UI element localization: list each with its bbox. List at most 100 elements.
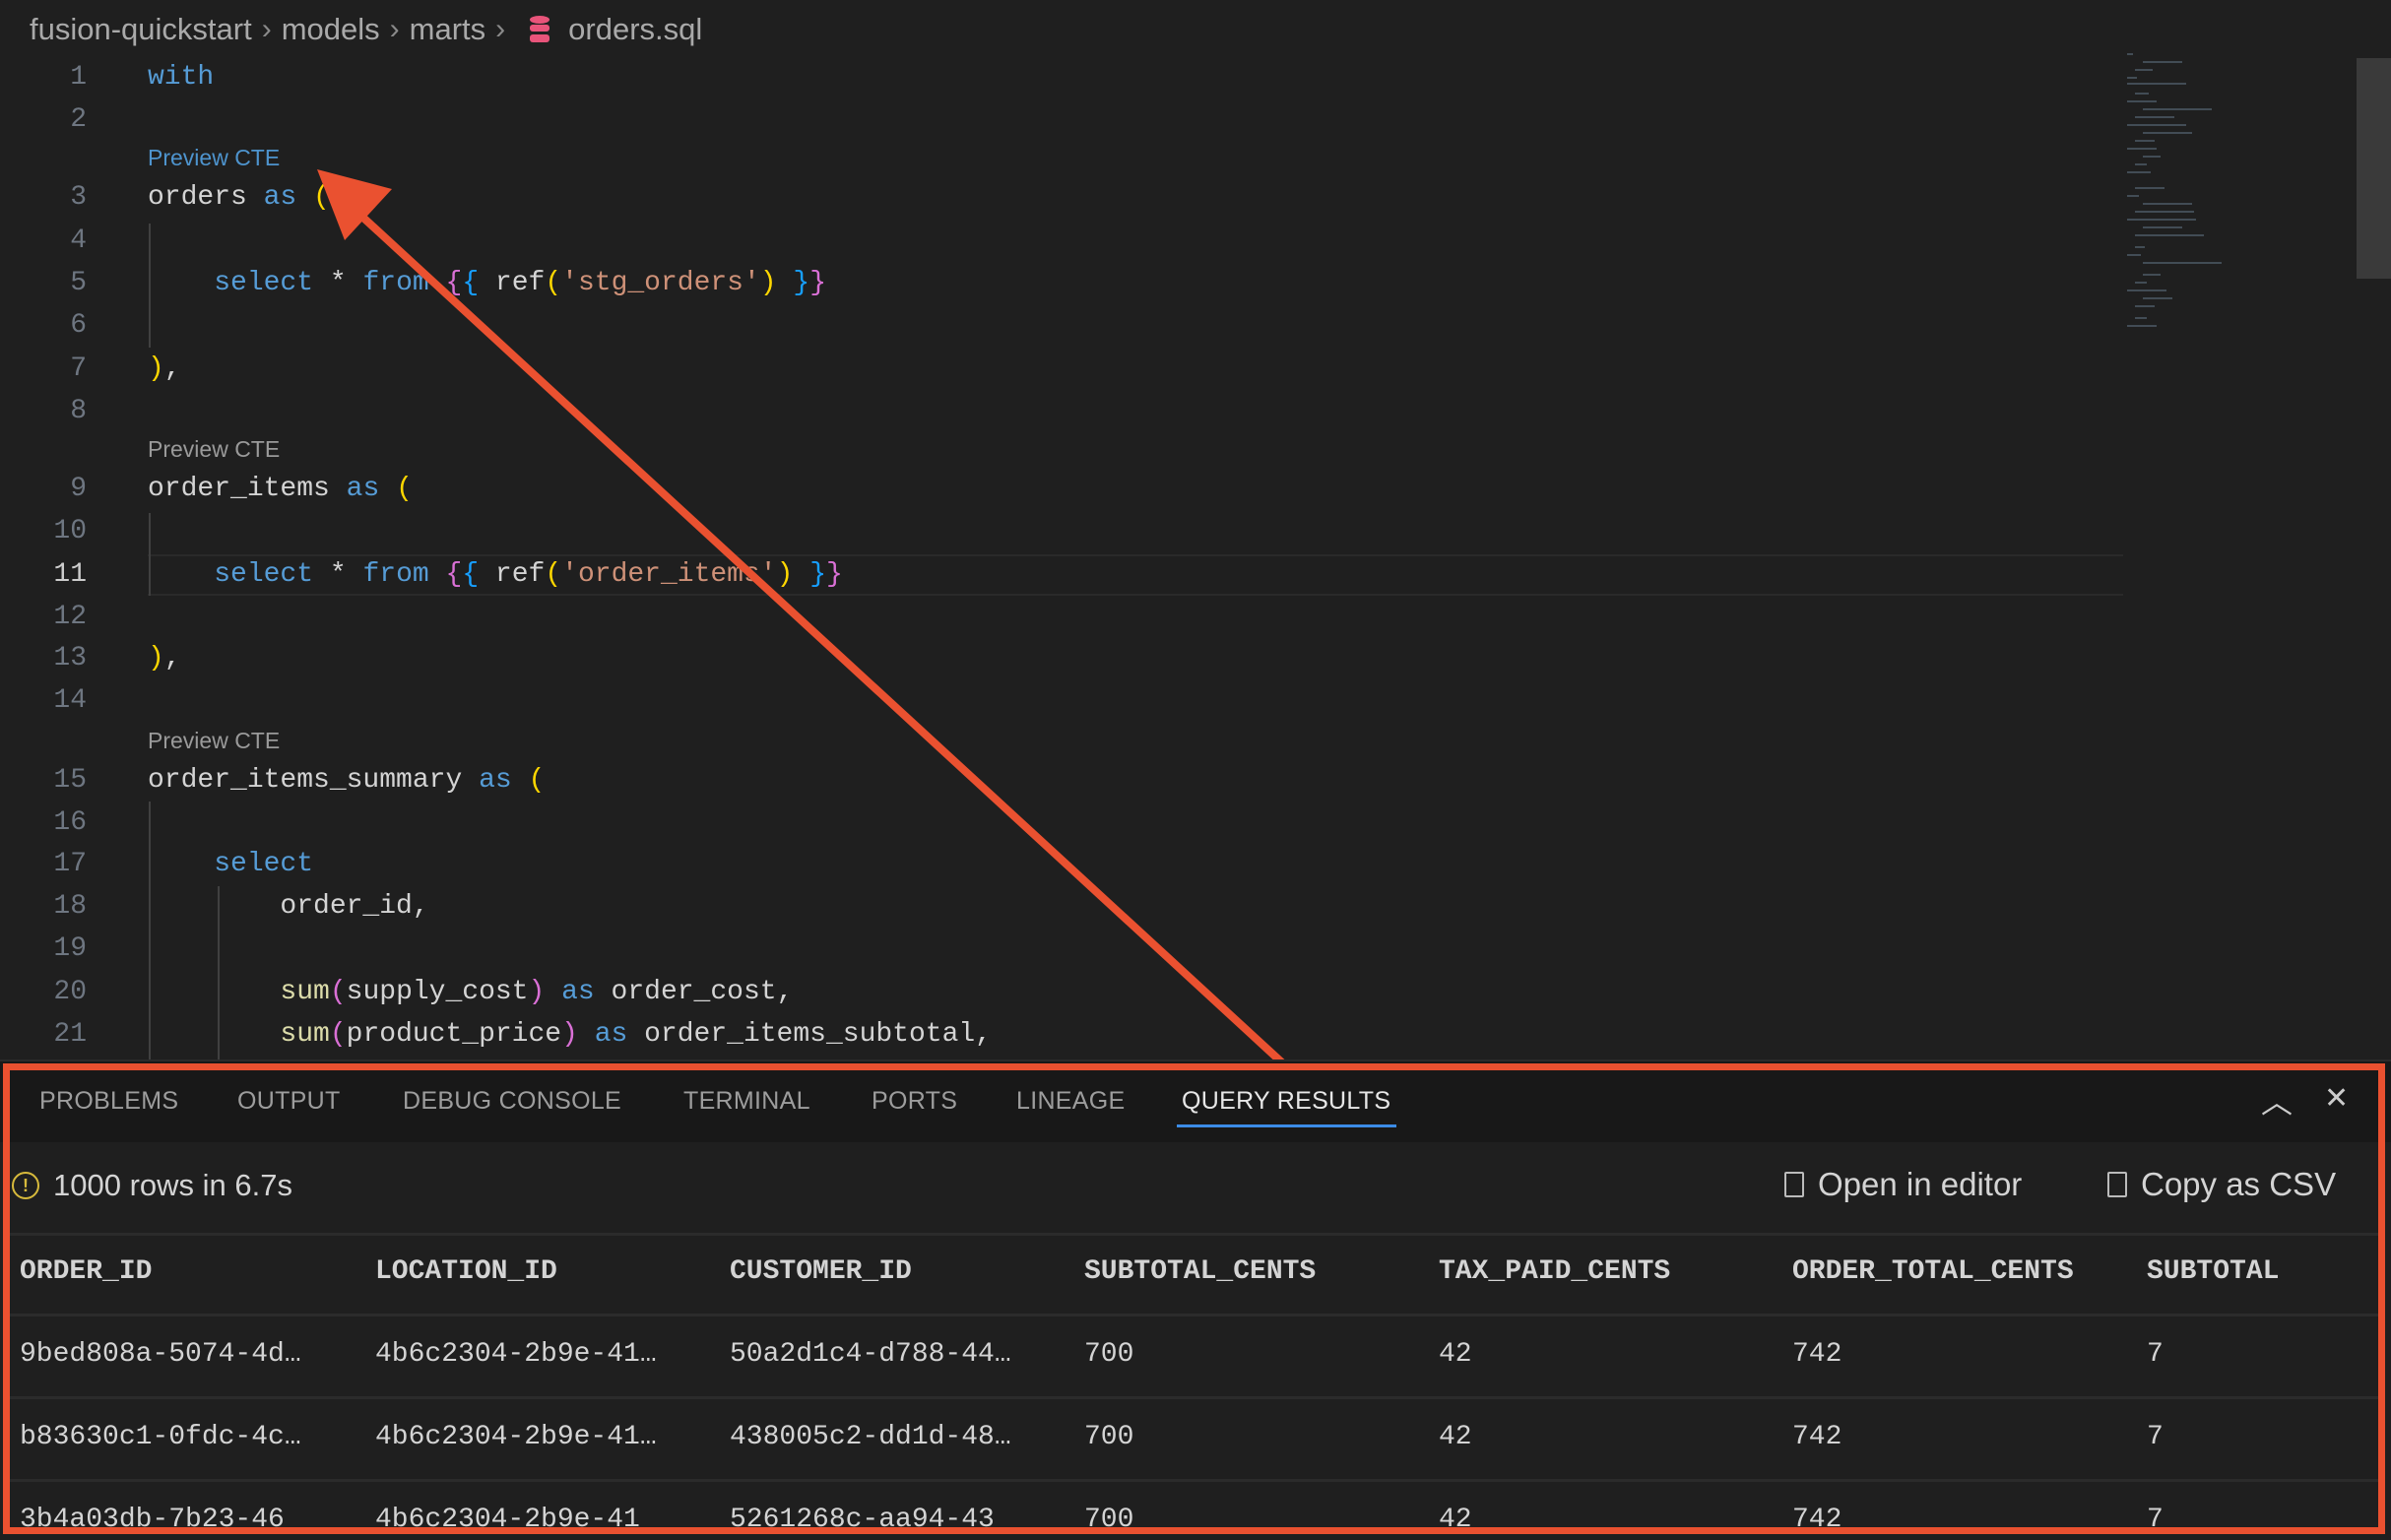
minimap-line <box>2135 246 2145 248</box>
code-token: { <box>445 268 463 298</box>
column-header[interactable]: TAX_PAID_CENTS <box>1439 1256 1671 1287</box>
tab-debug-console[interactable]: DEBUG CONSOLE <box>403 1087 622 1115</box>
code-token: sum <box>280 1019 330 1050</box>
minimap-line <box>2127 171 2151 173</box>
table-cell[interactable]: 4b6c2304-2b9e-41… <box>375 1339 657 1370</box>
column-header[interactable]: ORDER_TOTAL_CENTS <box>1792 1256 2074 1287</box>
column-header[interactable]: LOCATION_ID <box>375 1256 557 1287</box>
column-header[interactable]: CUSTOMER_ID <box>730 1256 912 1287</box>
code-token: } <box>793 268 810 298</box>
table-cell[interactable]: 7 <box>2147 1422 2164 1452</box>
table-cell[interactable]: 42 <box>1439 1339 1472 1370</box>
tab-output[interactable]: OUTPUT <box>237 1087 341 1115</box>
code-token: sum <box>280 977 330 1007</box>
breadcrumb-item[interactable]: fusion-quickstart <box>30 12 252 46</box>
table-cell[interactable]: 742 <box>1792 1422 1842 1452</box>
code-token: order_id, <box>148 891 429 922</box>
table-cell[interactable]: 4b6c2304-2b9e-41… <box>375 1422 657 1452</box>
tab-terminal[interactable]: TERMINAL <box>683 1087 810 1115</box>
table-cell[interactable]: 7 <box>2147 1505 2164 1535</box>
table-cell[interactable]: 7 <box>2147 1339 2164 1370</box>
code-token: ) <box>148 353 164 384</box>
line-number: 4 <box>70 225 87 256</box>
code-token: 'stg_orders' <box>561 268 760 298</box>
minimap-line <box>2127 77 2137 79</box>
line-number: 5 <box>70 268 87 298</box>
code-line[interactable]: order_items_summary as ( <box>148 761 545 801</box>
breadcrumb-file[interactable]: orders.sql <box>568 12 703 46</box>
code-token: , <box>163 353 181 384</box>
copy-as-csv-button[interactable]: Copy as CSV <box>2107 1166 2336 1203</box>
code-token: order_items_subtotal, <box>627 1019 992 1050</box>
minimap-line <box>2143 108 2212 110</box>
open-in-editor-button[interactable]: Open in editor <box>1784 1166 2022 1203</box>
preview-cte-codelens[interactable]: Preview CTE <box>148 145 281 170</box>
minimap-line <box>2135 234 2204 236</box>
breadcrumb-item[interactable]: marts <box>409 12 486 46</box>
table-cell[interactable]: 700 <box>1084 1505 1134 1535</box>
line-number: 3 <box>70 182 87 213</box>
code-token: ) <box>759 268 777 298</box>
table-cell[interactable]: 5261268c-aa94-43 <box>730 1505 995 1535</box>
minimap-line <box>2135 140 2155 142</box>
line-number: 15 <box>53 765 87 796</box>
table-cell[interactable]: 4b6c2304-2b9e-41 <box>375 1505 640 1535</box>
bottom-panel: PROBLEMS OUTPUT DEBUG CONSOLE TERMINAL P… <box>0 1059 2391 1540</box>
code-line[interactable]: sum(supply_cost) as order_cost, <box>148 973 793 1012</box>
column-header[interactable]: SUBTOTAL_CENTS <box>1084 1256 1317 1287</box>
minimap[interactable] <box>2127 53 2275 368</box>
table-cell[interactable]: 742 <box>1792 1505 1842 1535</box>
table-cell[interactable]: 9bed808a-5074-4d… <box>20 1339 301 1370</box>
code-token: supply_cost <box>346 977 529 1007</box>
code-token: orders <box>148 182 264 213</box>
code-line[interactable]: select <box>148 845 313 884</box>
code-token: as <box>479 765 512 796</box>
code-token: { <box>445 559 463 590</box>
maximize-panel-chevron-up-icon[interactable]: ︿ <box>2261 1084 2294 1120</box>
code-token: ( <box>528 765 546 796</box>
preview-cte-codelens[interactable]: Preview CTE <box>148 728 281 753</box>
table-cell[interactable]: 42 <box>1439 1505 1472 1535</box>
code-line[interactable]: ), <box>148 639 181 678</box>
minimap-line <box>2127 124 2186 126</box>
line-number: 14 <box>53 685 87 716</box>
code-line[interactable]: ), <box>148 350 181 389</box>
indent-guide <box>218 886 220 1059</box>
table-cell[interactable]: 438005c2-dd1d-48… <box>730 1422 1011 1452</box>
table-cell[interactable]: 42 <box>1439 1422 1472 1452</box>
code-token: } <box>809 268 827 298</box>
code-line[interactable]: sum(product_price) as order_items_subtot… <box>148 1015 992 1055</box>
minimap-line <box>2127 100 2157 102</box>
tab-query-results[interactable]: QUERY RESULTS <box>1182 1087 1391 1115</box>
code-line[interactable]: order_id, <box>148 887 429 927</box>
column-header[interactable]: ORDER_ID <box>20 1256 153 1287</box>
code-line[interactable]: with <box>148 58 214 97</box>
minimap-line <box>2127 83 2186 85</box>
line-number: 17 <box>53 849 87 879</box>
code-line[interactable]: order_items as ( <box>148 470 413 509</box>
database-icon <box>530 16 550 42</box>
editor-scrollbar[interactable] <box>2357 58 2391 279</box>
minimap-line <box>2127 195 2139 197</box>
warning-icon: ! <box>12 1172 39 1199</box>
table-cell[interactable]: 50a2d1c4-d788-44… <box>730 1339 1011 1370</box>
tab-lineage[interactable]: LINEAGE <box>1016 1087 1126 1115</box>
table-cell[interactable]: 700 <box>1084 1422 1134 1452</box>
open-in-editor-label: Open in editor <box>1818 1166 2023 1202</box>
table-cell[interactable]: 700 <box>1084 1339 1134 1370</box>
code-token: ref <box>479 559 546 590</box>
breadcrumb-item[interactable]: models <box>281 12 380 46</box>
preview-cte-codelens[interactable]: Preview CTE <box>148 436 281 462</box>
minimap-line <box>2135 211 2194 213</box>
table-cell[interactable]: 3b4a03db-7b23-46 <box>20 1505 285 1535</box>
table-cell[interactable]: b83630c1-0fdc-4c… <box>20 1422 301 1452</box>
tab-problems[interactable]: PROBLEMS <box>39 1087 179 1115</box>
chevron-right-icon: › <box>389 13 400 45</box>
table-cell[interactable]: 742 <box>1792 1339 1842 1370</box>
close-panel-icon[interactable]: ✕ <box>2324 1082 2350 1115</box>
column-header[interactable]: SUBTOTAL <box>2147 1256 2280 1287</box>
minimap-line <box>2127 325 2157 327</box>
tab-ports[interactable]: PORTS <box>872 1087 958 1115</box>
code-line[interactable]: select * from {{ ref('stg_orders') }} <box>148 264 826 303</box>
